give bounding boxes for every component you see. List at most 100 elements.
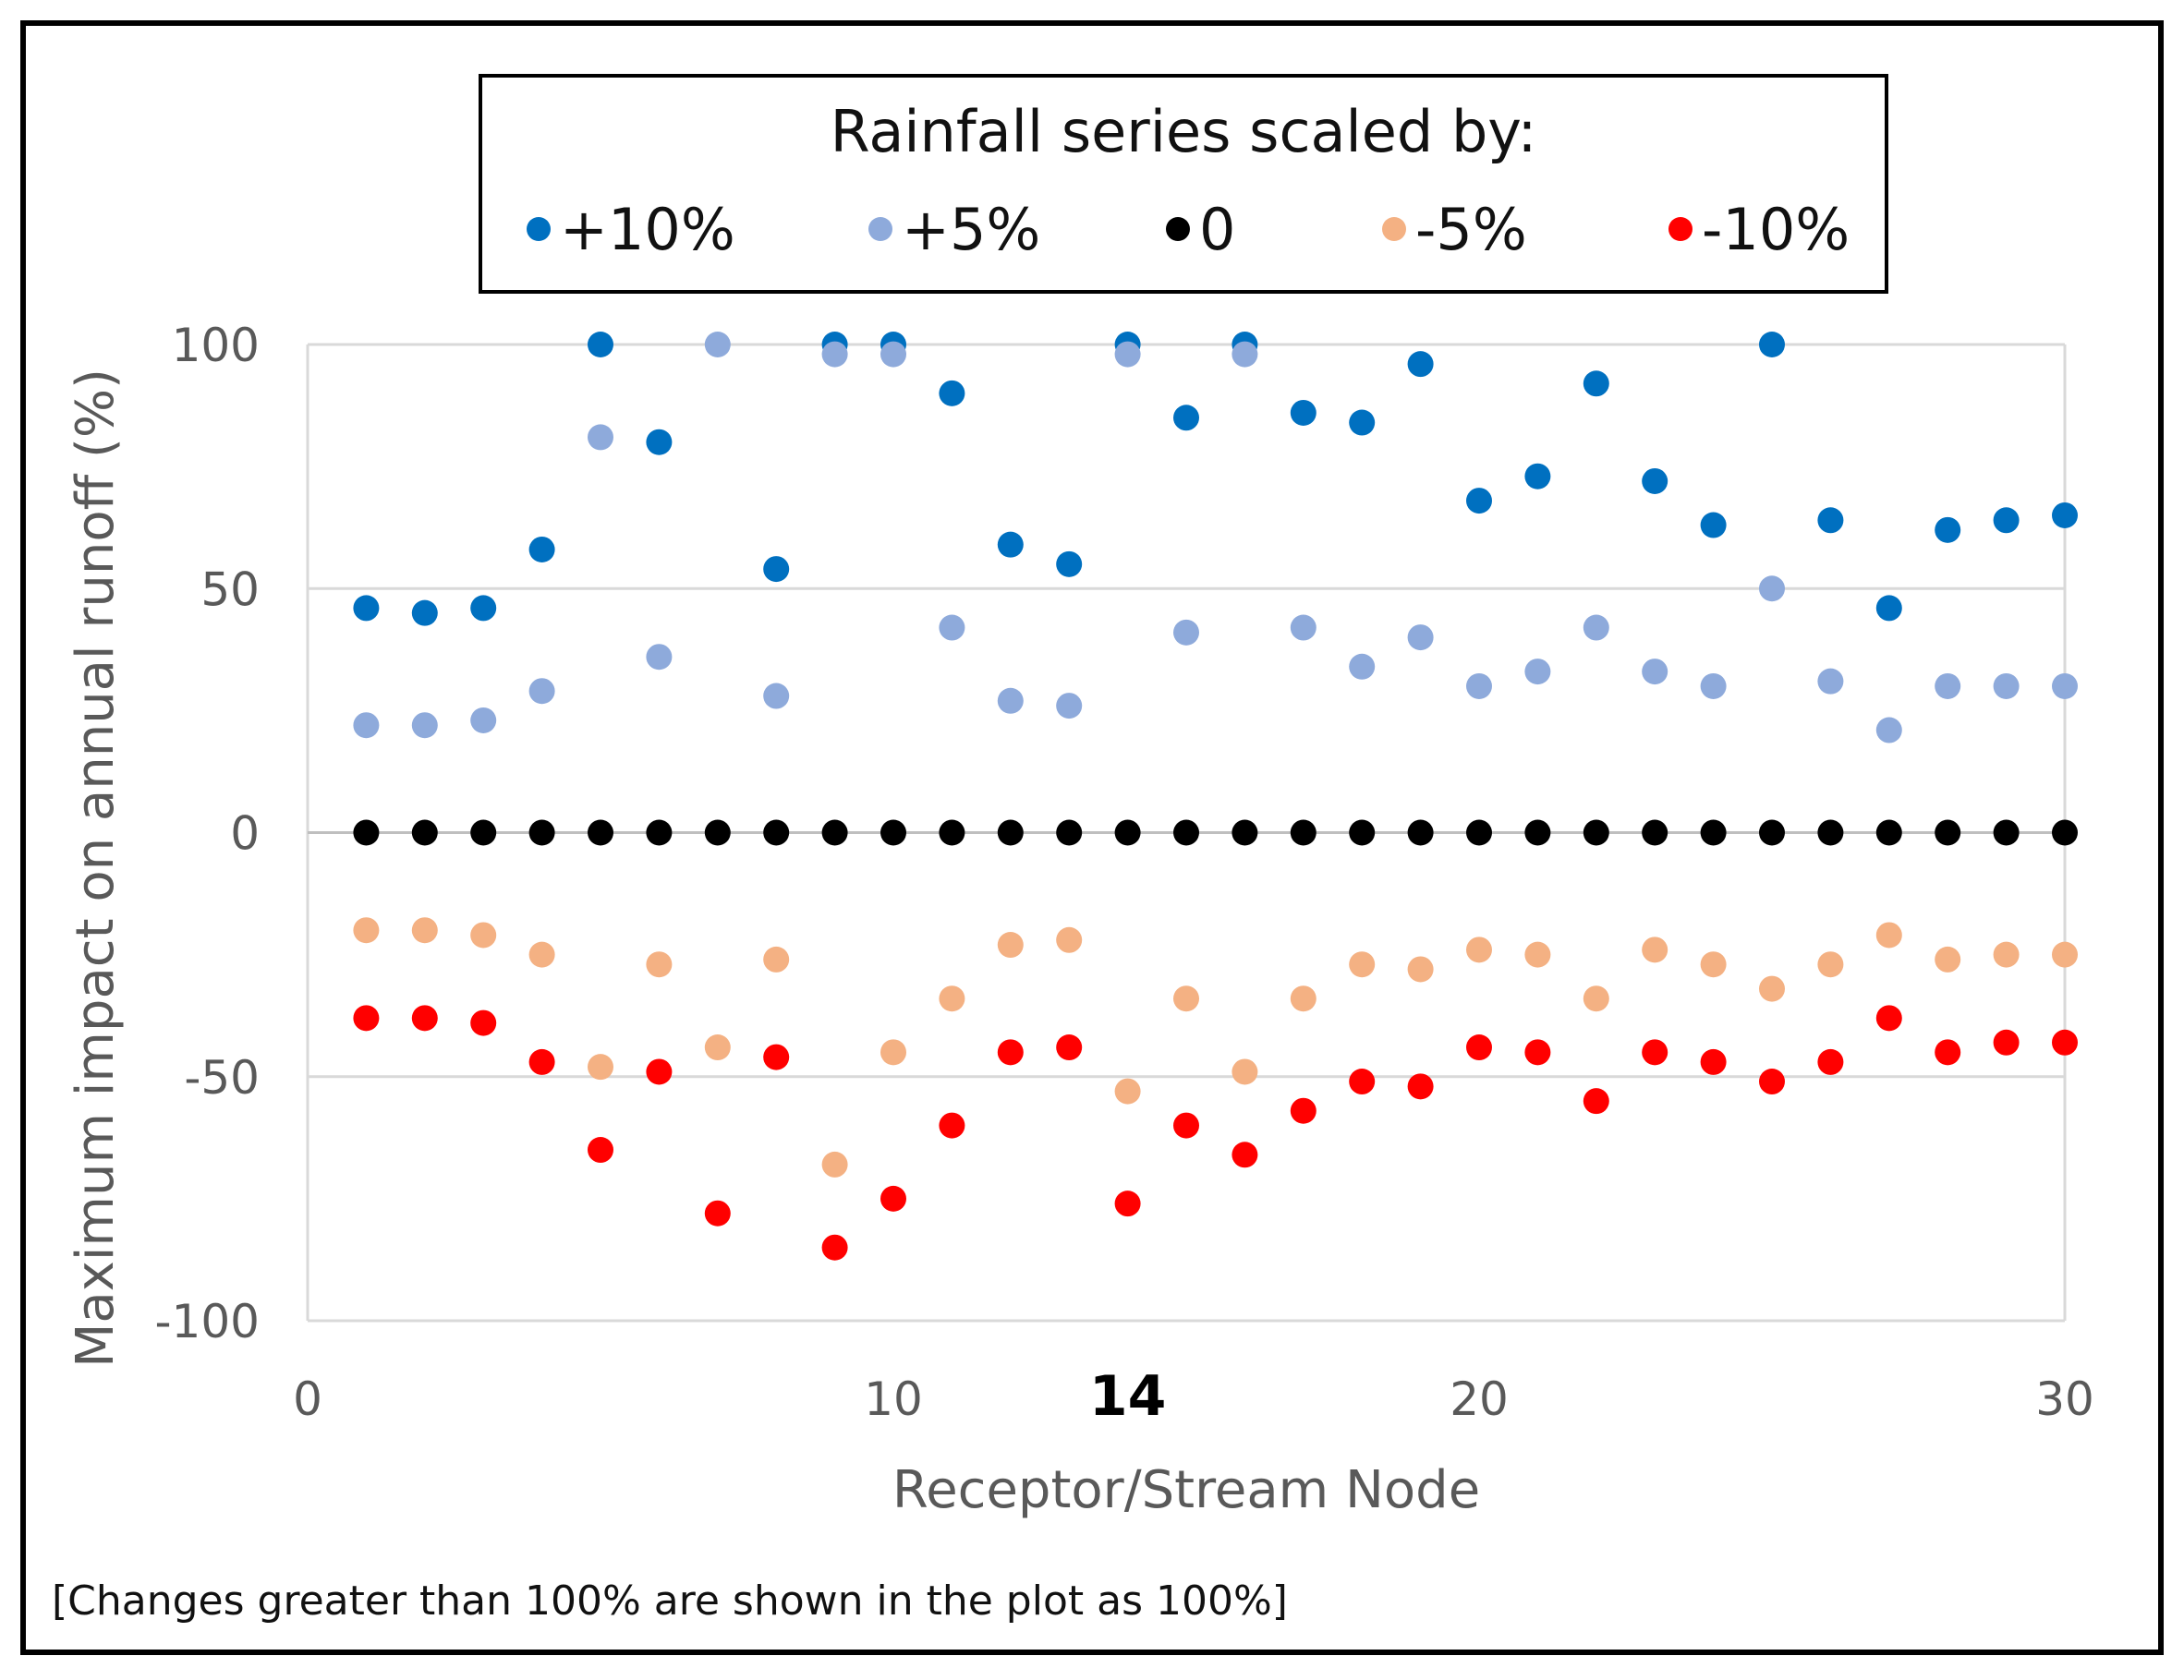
x-tick-label: 14	[1089, 1364, 1167, 1429]
data-point	[821, 819, 848, 846]
data-point	[1232, 1058, 1258, 1085]
data-point	[1817, 819, 1844, 846]
data-point	[411, 712, 438, 739]
legend-marker-plus10	[527, 217, 551, 241]
data-point	[411, 1005, 438, 1032]
data-point	[1642, 819, 1668, 846]
data-point	[1524, 659, 1551, 685]
data-point	[821, 1234, 848, 1261]
data-point	[1173, 985, 1199, 1012]
data-point	[880, 1039, 906, 1066]
data-point	[470, 707, 497, 733]
data-point	[1700, 1048, 1727, 1075]
data-point	[1993, 507, 2020, 534]
y-tick-label: 100	[172, 319, 260, 372]
y-tick-label: -100	[155, 1295, 260, 1348]
data-point	[704, 1200, 731, 1227]
legend-entry-zero: 0	[1166, 192, 1235, 266]
data-point	[2052, 819, 2078, 846]
data-point	[2052, 672, 2078, 699]
data-point	[1759, 332, 1785, 357]
legend-entry-minus5: -5%	[1382, 192, 1527, 266]
data-point	[1583, 614, 1609, 641]
data-point	[2052, 941, 2078, 968]
data-point	[1642, 937, 1668, 963]
data-point	[704, 332, 731, 357]
data-point	[821, 341, 848, 368]
data-point	[1466, 937, 1492, 963]
data-point	[1993, 941, 2020, 968]
y-tick-label: -50	[184, 1051, 260, 1105]
data-point	[1407, 819, 1434, 846]
point-layer	[353, 332, 2078, 1261]
data-point	[1407, 1073, 1434, 1100]
data-point	[353, 595, 380, 622]
data-point	[353, 712, 380, 739]
data-point	[1056, 693, 1083, 719]
data-point	[588, 332, 613, 357]
data-point	[1349, 951, 1376, 978]
data-point	[1642, 1039, 1668, 1066]
data-point	[1583, 985, 1609, 1012]
data-point	[353, 917, 380, 944]
data-point	[997, 531, 1024, 558]
footnote: [Changes greater than 100% are shown in …	[52, 1577, 1288, 1625]
data-point	[1407, 624, 1434, 651]
data-point	[1466, 1034, 1492, 1061]
data-point	[1114, 1078, 1141, 1105]
y-axis-label: Maximum impact on annual runoff (%)	[66, 369, 126, 1368]
data-point	[1993, 1029, 2020, 1056]
data-point	[1114, 819, 1141, 846]
data-point	[1817, 1048, 1844, 1075]
data-point	[588, 424, 613, 451]
data-point	[470, 922, 497, 949]
data-point	[1583, 1088, 1609, 1115]
data-point	[528, 678, 555, 705]
data-point	[1232, 341, 1258, 368]
data-point	[704, 1034, 731, 1061]
data-point	[939, 819, 965, 846]
data-point	[646, 819, 673, 846]
data-point	[1349, 653, 1376, 680]
legend-marker-plus5	[868, 217, 892, 241]
data-point	[939, 614, 965, 641]
data-point	[1583, 819, 1609, 846]
data-point	[1114, 1191, 1141, 1217]
data-point	[939, 380, 965, 406]
data-point	[1875, 819, 1902, 846]
data-point	[997, 819, 1024, 846]
y-tick-label: 0	[230, 807, 260, 861]
data-point	[1875, 922, 1902, 949]
data-point	[1173, 1112, 1199, 1139]
data-point	[528, 941, 555, 968]
data-point	[1817, 507, 1844, 534]
data-point	[1993, 819, 2020, 846]
data-point	[1700, 512, 1727, 538]
series-1	[353, 332, 2078, 743]
data-point	[763, 556, 790, 583]
data-point	[880, 341, 906, 368]
data-point	[939, 1112, 965, 1139]
data-point	[1056, 550, 1083, 577]
data-point	[1173, 405, 1199, 431]
data-point	[470, 1009, 497, 1036]
x-tick-label: 0	[293, 1372, 322, 1426]
data-point	[1935, 946, 1961, 973]
data-point	[1817, 668, 1844, 695]
data-point	[763, 819, 790, 846]
data-point	[1290, 614, 1316, 641]
data-point	[1290, 1097, 1316, 1124]
data-point	[1935, 1039, 1961, 1066]
data-point	[1759, 575, 1785, 602]
data-point	[1524, 463, 1551, 489]
data-point	[939, 985, 965, 1012]
legend-marker-minus5	[1382, 217, 1406, 241]
data-point	[2052, 1029, 2078, 1056]
series-3	[353, 917, 2078, 1178]
data-point	[1407, 956, 1434, 983]
data-point	[1232, 1142, 1258, 1168]
data-point	[1290, 399, 1316, 426]
data-point	[1056, 1034, 1083, 1061]
data-point	[1875, 717, 1902, 743]
